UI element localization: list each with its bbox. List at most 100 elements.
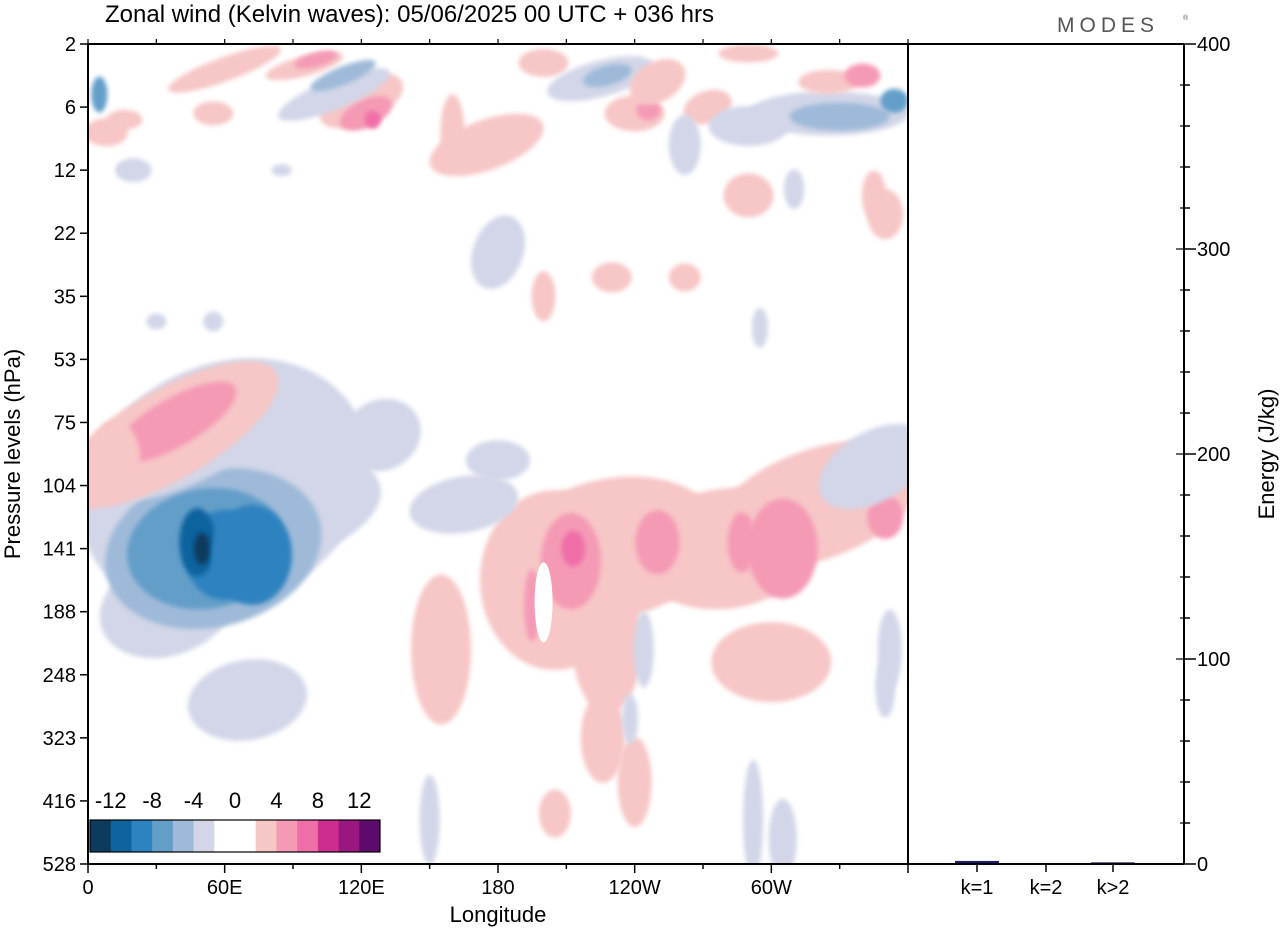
y-tick-label: 188 [43,602,76,624]
positive-anomaly [193,101,234,126]
colorbar-swatch [214,820,236,852]
colorbar-swatch [338,820,360,852]
energy-bar [955,860,999,864]
x-tick-label: 60E [207,877,243,899]
y-tick-label: 12 [54,160,76,182]
negative-anomaly [212,504,292,605]
negative-anomaly [193,532,210,565]
positive-anomaly [112,381,237,464]
bar-category-label: k=2 [1030,877,1063,899]
colorbar-label: 12 [347,788,371,813]
energy-axis-label: Energy (J/kg) [1254,389,1279,520]
bar-category-label: k>2 [1097,877,1130,899]
colorbar-swatch [172,820,195,852]
energy-bars: k=1 k=2 k>2 [955,860,1135,899]
negative-anomaly [622,693,639,744]
zero-contour-gap [534,562,553,643]
x-axis-label: Longitude [450,902,547,927]
positive-anomaly [617,737,652,827]
negative-anomaly [271,164,292,177]
positive-anomaly [518,48,569,77]
positive-anomaly [561,530,586,567]
x-tick-label: 60W [751,877,792,899]
positive-anomaly [798,69,859,94]
positive-anomaly [718,44,779,63]
y-tick-label: 104 [43,476,76,498]
y-tick-label: 416 [43,791,76,813]
negative-anomaly [419,774,440,864]
y-axis-label: Pressure levels (hPa) [0,349,25,559]
colorbar: -12 -8 -4 0 4 8 12 [88,784,382,854]
colorbar-label: -4 [184,788,204,813]
positive-anomaly [747,498,818,599]
positive-anomaly [861,170,886,221]
colorbar-label: 0 [229,788,241,813]
negative-anomaly [819,423,908,510]
colorbar-swatch [152,820,174,852]
negative-anomaly [409,475,519,534]
negative-anomaly [343,398,421,472]
energy-tick-label: 0 [1197,854,1208,876]
energy-axis: 0 100 200 300 400 [1176,34,1230,876]
energy-bar-chart: k=1 k=2 k>2 0 100 200 300 400 Energy (J/kg) [907,34,1279,899]
colorbar-swatch [110,820,132,852]
negative-anomaly [880,88,908,113]
colorbar-swatch [131,820,153,852]
positive-anomaly [531,271,556,322]
positive-anomaly [591,262,632,293]
negative-anomaly [875,657,896,718]
negative-anomaly [187,659,307,741]
zonal-wind-heatmap: -12 -8 -4 0 4 8 12 0 60E 120E 180 120W 60W 2 6 12 22 35… [0,34,914,927]
energy-tick-label: 100 [1197,649,1230,671]
energy-tick-label: 200 [1197,444,1230,466]
positive-anomaly [429,113,544,177]
colorbar-label: -8 [142,788,162,813]
positive-anomaly [580,692,625,783]
y-tick-label: 75 [54,412,76,434]
colorbar-swatch [276,820,298,852]
positive-anomaly [88,118,129,147]
positive-anomaly [538,789,571,838]
y-tick-label: 141 [43,539,76,561]
x-tick-label: 0 [82,877,93,899]
negative-anomaly [466,440,530,481]
y-tick-label: 53 [54,349,76,371]
negative-anomaly [146,313,167,330]
colorbar-swatch [235,820,257,852]
positive-anomaly [636,100,661,121]
svg-text:MODES: MODES [1057,14,1159,37]
negative-anomaly [278,68,390,121]
x-tick-label: 120E [338,877,385,899]
positive-anomaly [629,58,686,105]
y-tick-label: 248 [43,665,76,687]
positive-anomaly [668,263,701,292]
colorbar-label: 8 [312,788,324,813]
y-tick-label: 35 [54,286,76,308]
negative-anomaly [583,63,632,88]
positive-anomaly [90,420,141,501]
energy-tick-label: 300 [1197,239,1230,261]
positive-anomaly [411,574,472,725]
chart-title: Zonal wind (Kelvin waves): 05/06/2025 00… [105,1,714,28]
negative-anomaly [751,307,768,348]
y-tick-label: 528 [43,854,76,876]
positive-anomaly [723,173,774,218]
longitude-axis: 0 60E 120E 180 120W 60W [82,39,909,899]
colorbar-label: 4 [270,788,282,813]
y-tick-label: 2 [65,34,76,56]
negative-anomaly [768,798,797,864]
negative-anomaly [471,215,525,289]
negative-anomaly [115,158,152,183]
y-tick-label: 6 [65,97,76,119]
negative-anomaly [310,59,376,92]
positive-anomaly [168,45,282,93]
colorbar-swatch [297,820,319,852]
colorbar-swatch [317,820,340,852]
negative-anomaly [203,311,224,332]
negative-anomaly [633,611,654,688]
colorbar-swatch [90,820,112,852]
positive-anomaly [844,63,881,88]
energy-tick-label: 400 [1197,34,1230,56]
negative-anomaly [789,102,890,131]
